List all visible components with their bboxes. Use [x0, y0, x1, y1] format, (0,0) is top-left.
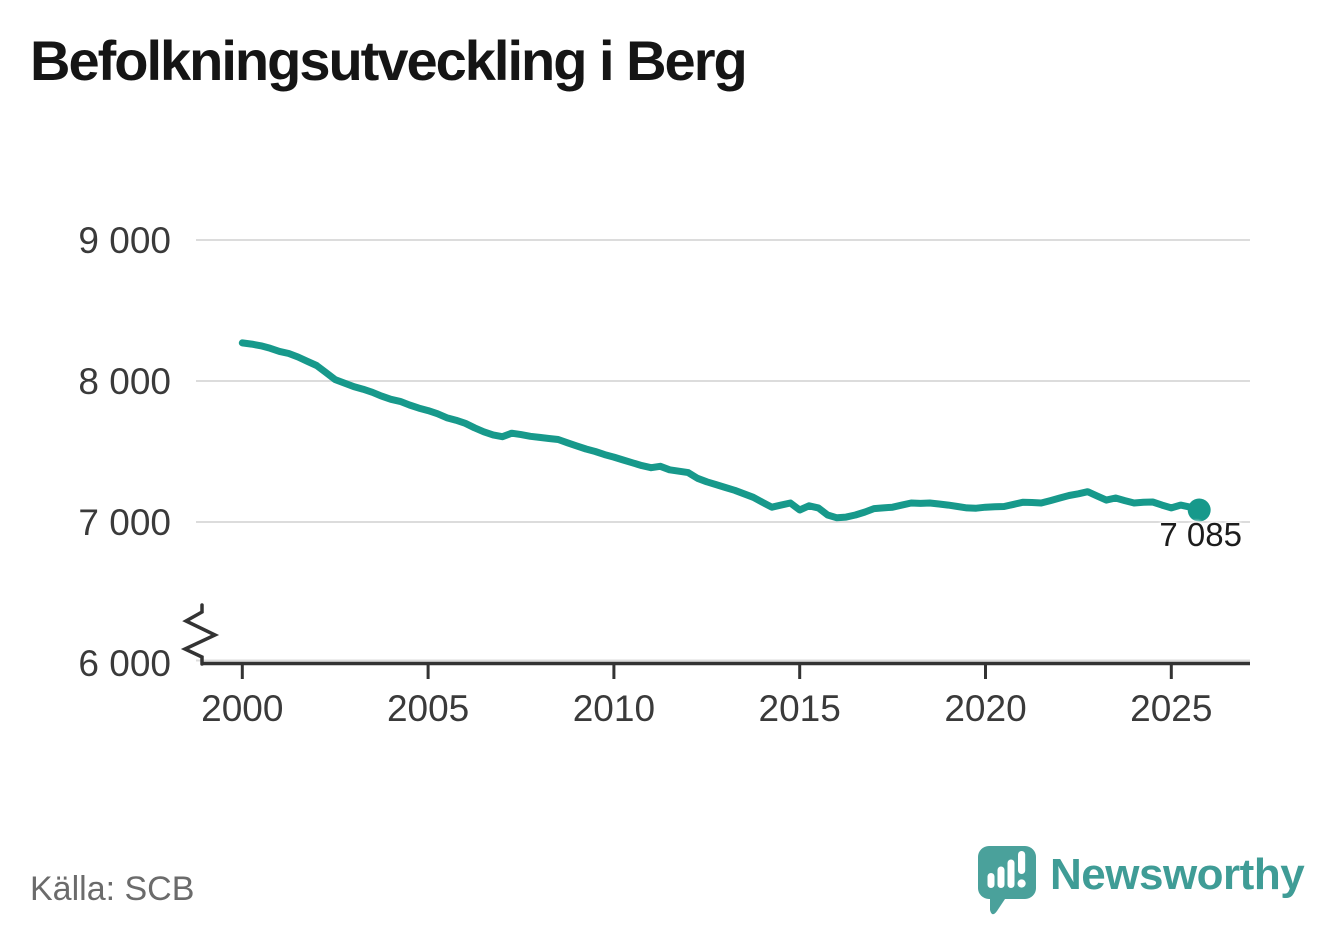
x-tick-label: 2000 [201, 688, 283, 729]
x-tick-label: 2005 [387, 688, 469, 729]
y-tick-label: 9 000 [78, 220, 171, 261]
axis-break-zigzag [180, 603, 220, 666]
y-tick-label: 6 000 [78, 643, 171, 684]
chart-title: Befolkningsutveckling i Berg [30, 29, 748, 92]
x-tick-label: 2010 [573, 688, 655, 729]
newsworthy-brand: Newsworthy [976, 845, 1305, 919]
end-value-label: 7 085 [1159, 516, 1242, 553]
source-note: Källa: SCB [30, 870, 195, 908]
axis-tick-labels: 6 000 7 000 8 000 9 000 2000 2005 2010 2015 2020… [78, 220, 1212, 729]
x-axis [180, 603, 1250, 679]
x-tick-label: 2020 [944, 688, 1026, 729]
x-tick-label: 2025 [1130, 688, 1212, 729]
newsworthy-wordmark: Newsworthy [1050, 850, 1305, 899]
y-tick-label: 8 000 [78, 361, 171, 402]
newsworthy-logo-icon [978, 846, 1036, 915]
series-end-dot [1187, 498, 1211, 522]
x-tick-label: 2015 [759, 688, 841, 729]
y-tick-label: 7 000 [78, 502, 171, 543]
population-series-line [238, 339, 1203, 522]
gridlines [196, 239, 1250, 662]
